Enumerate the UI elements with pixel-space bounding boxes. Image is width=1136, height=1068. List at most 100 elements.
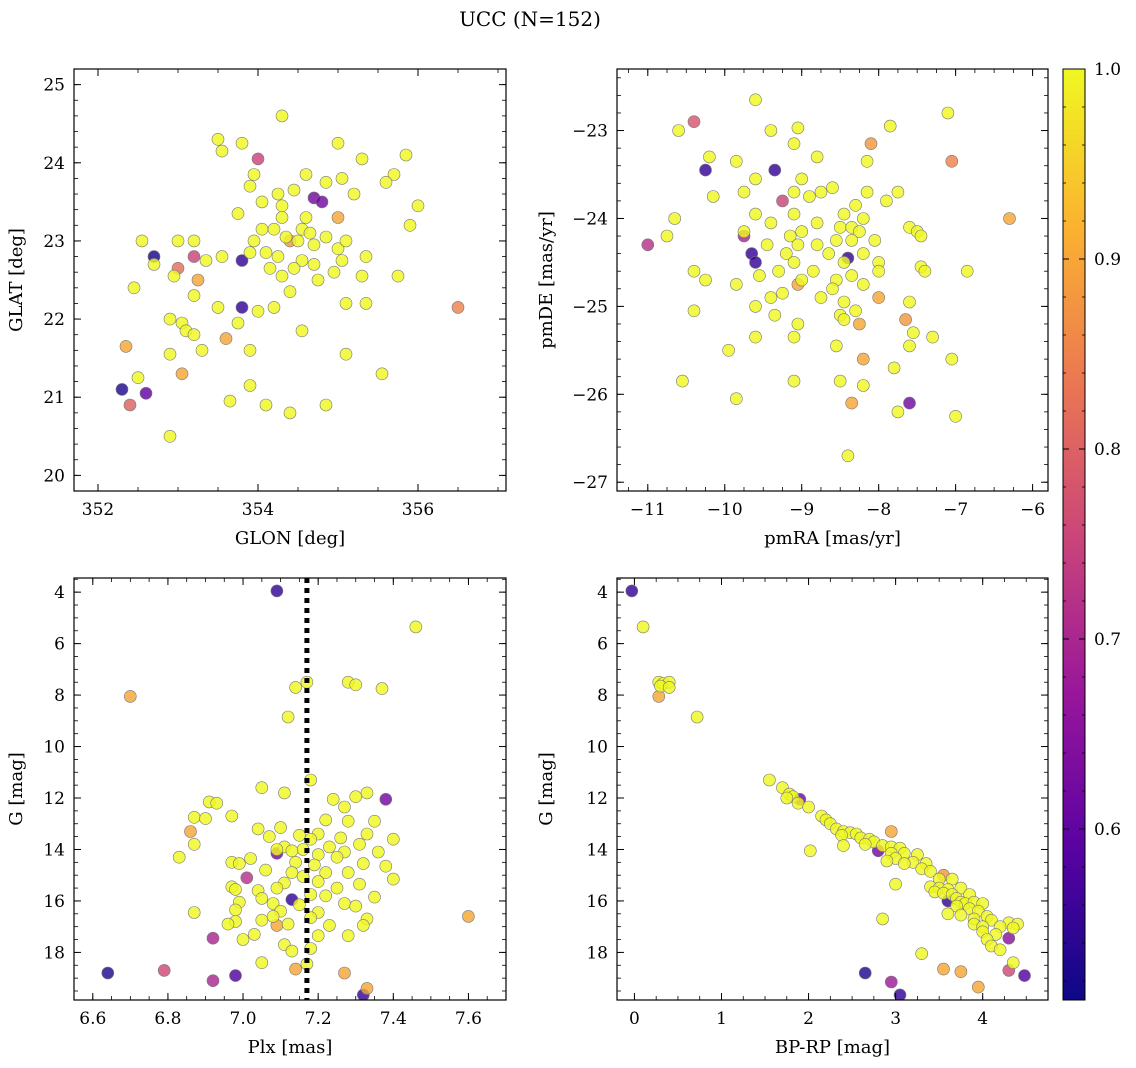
data-point	[299, 211, 313, 224]
data-point	[802, 800, 815, 814]
data-point	[703, 150, 716, 164]
x-tick-label: 4	[977, 1009, 988, 1029]
data-point	[139, 386, 153, 400]
data-point	[255, 781, 269, 795]
data-point	[187, 328, 201, 342]
data-point	[660, 229, 674, 243]
data-point	[729, 392, 743, 406]
data-point	[833, 221, 847, 234]
x-tick-label: 7.2	[305, 1009, 332, 1029]
data-point	[271, 250, 285, 263]
data-point	[360, 982, 374, 995]
data-point	[341, 814, 355, 828]
colorbar-tick-label: 0.8	[1094, 440, 1121, 460]
x-tick-label: 354	[242, 500, 274, 520]
data-point	[131, 371, 145, 385]
data-point	[690, 710, 704, 724]
data-point	[783, 229, 797, 243]
data-point	[235, 254, 249, 267]
data-point	[954, 965, 968, 979]
data-point	[795, 273, 809, 287]
data-point	[338, 800, 351, 814]
data-point	[625, 584, 639, 598]
data-point	[221, 917, 235, 931]
data-point	[668, 212, 682, 225]
x-tick-label: 356	[402, 500, 434, 520]
axes-frame	[616, 577, 1049, 1001]
data-point	[235, 301, 249, 314]
y-axis-label: pmDE [mas/yr]	[536, 211, 557, 349]
x-tick-label: 7.0	[230, 1009, 257, 1029]
data-point	[259, 398, 273, 412]
data-point	[880, 194, 893, 208]
y-tick-label: −24	[572, 209, 608, 229]
data-point	[914, 229, 928, 243]
data-point	[172, 850, 186, 864]
data-point	[386, 872, 400, 886]
data-point	[285, 944, 299, 958]
data-point	[323, 840, 336, 854]
data-point	[163, 312, 177, 326]
data-point	[1018, 969, 1031, 982]
data-point	[379, 859, 393, 873]
x-tick-label: 2	[803, 1009, 814, 1029]
data-point	[822, 247, 836, 260]
data-point	[856, 278, 870, 291]
data-point	[243, 343, 257, 357]
data-point	[1006, 921, 1020, 935]
x-axis-label: Plx [mas]	[248, 1037, 333, 1058]
data-point	[699, 273, 712, 287]
data-point	[903, 396, 916, 410]
data-point	[319, 398, 333, 412]
data-point	[341, 866, 355, 879]
y-tick-label: 22	[43, 310, 65, 330]
y-tick-label: 10	[586, 738, 608, 758]
data-point	[676, 374, 689, 388]
data-point	[215, 144, 229, 158]
panel-1: 352 354 356 20 21 22 23 24 25 GLON [deg] GLAT [deg…	[6, 68, 507, 549]
data-point	[266, 897, 280, 910]
data-point	[903, 295, 916, 309]
y-tick-label: −25	[572, 297, 608, 317]
data-point	[235, 136, 249, 150]
data-point	[236, 933, 250, 946]
data-point	[331, 136, 345, 150]
data-point	[287, 261, 301, 275]
data-point	[835, 828, 848, 842]
data-point	[229, 969, 242, 982]
data-point	[338, 966, 351, 980]
data-point	[219, 332, 233, 345]
x-axis-label: pmRA [mas/yr]	[764, 528, 901, 549]
data-point	[687, 304, 701, 318]
data-point	[945, 155, 959, 168]
y-axis-label: G [mag]	[536, 752, 557, 825]
data-point	[347, 187, 361, 201]
data-point	[251, 822, 265, 836]
data-point	[849, 199, 862, 212]
data-point	[262, 830, 276, 843]
data-point	[330, 881, 344, 895]
data-point	[274, 821, 287, 834]
x-tick-label: −8	[866, 500, 891, 520]
data-point	[279, 230, 293, 244]
data-point	[753, 269, 766, 282]
data-point	[845, 269, 859, 282]
y-tick-label: 16	[586, 892, 608, 912]
y-tick-label: 24	[43, 154, 65, 174]
data-point	[289, 962, 302, 976]
data-point	[291, 234, 305, 248]
data-point	[729, 155, 743, 168]
data-point	[135, 234, 149, 248]
scatter-points	[101, 584, 475, 1000]
data-point	[267, 301, 281, 314]
data-point	[255, 195, 269, 209]
data-point	[749, 256, 762, 269]
data-point	[960, 264, 974, 278]
data-point	[687, 115, 701, 128]
data-point	[876, 912, 889, 926]
data-point	[699, 163, 712, 177]
data-point	[791, 121, 805, 135]
data-point	[175, 367, 189, 381]
data-point	[918, 264, 932, 278]
data-point	[356, 857, 370, 870]
